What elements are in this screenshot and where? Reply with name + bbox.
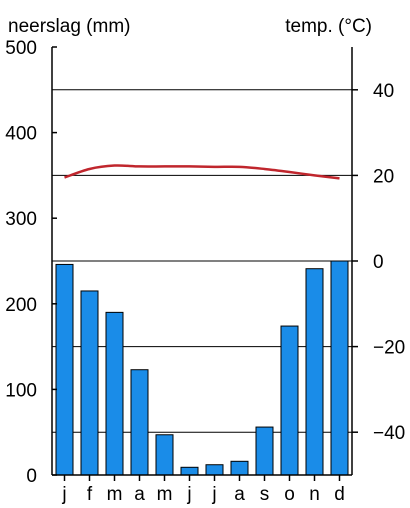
x-tick-label-0: j [61,484,66,505]
left-tick-label-0: 0 [26,466,37,487]
right-tick-label-0: −40 [373,423,405,444]
x-tick-label-5: j [186,484,191,505]
right-tick-label-3: 20 [373,166,394,187]
x-tick-label-11: d [334,484,345,505]
left-tick-label-3: 300 [5,209,37,230]
right-tick-label-2: 0 [373,252,384,273]
bar-11 [330,260,349,476]
bar-5 [180,466,199,476]
gridlines [52,89,352,433]
left-tick-label-2: 200 [5,295,37,316]
left-axis-ticks: 0 100 200 300 400 500 [5,38,57,487]
x-tick-label-2: m [107,484,123,505]
precipitation-bars [55,260,349,476]
bar-6 [205,464,224,476]
right-axis-ticks: −40 −20 0 20 40 [352,81,405,444]
x-tick-label-4: m [157,484,173,505]
x-tick-label-8: s [260,484,270,505]
right-tick-label-4: 40 [373,81,394,102]
right-tick-label-1: −20 [373,338,405,359]
right-axis-title: temp. (°C) [285,16,372,37]
bar-7 [230,460,249,476]
bar-4 [155,434,174,476]
x-tick-label-9: o [284,484,295,505]
x-tick-label-7: a [234,484,245,505]
left-tick-label-4: 400 [5,124,37,145]
temperature-line-path [64,164,340,180]
x-tick-label-6: j [211,484,216,505]
x-tick-label-10: n [309,484,320,505]
bar-9 [280,325,299,476]
bar-0 [55,263,74,476]
bar-10 [305,268,324,476]
bar-1 [80,290,99,476]
left-tick-label-5: 500 [5,38,37,59]
x-tick-label-3: a [134,484,145,505]
bar-8 [255,426,274,476]
left-axis-title: neerslag (mm) [8,16,130,37]
bar-2 [105,311,124,476]
bar-3 [130,369,149,476]
left-tick-label-1: 100 [5,380,37,401]
temperature-line [64,164,340,180]
x-tick-label-1: f [87,484,93,505]
